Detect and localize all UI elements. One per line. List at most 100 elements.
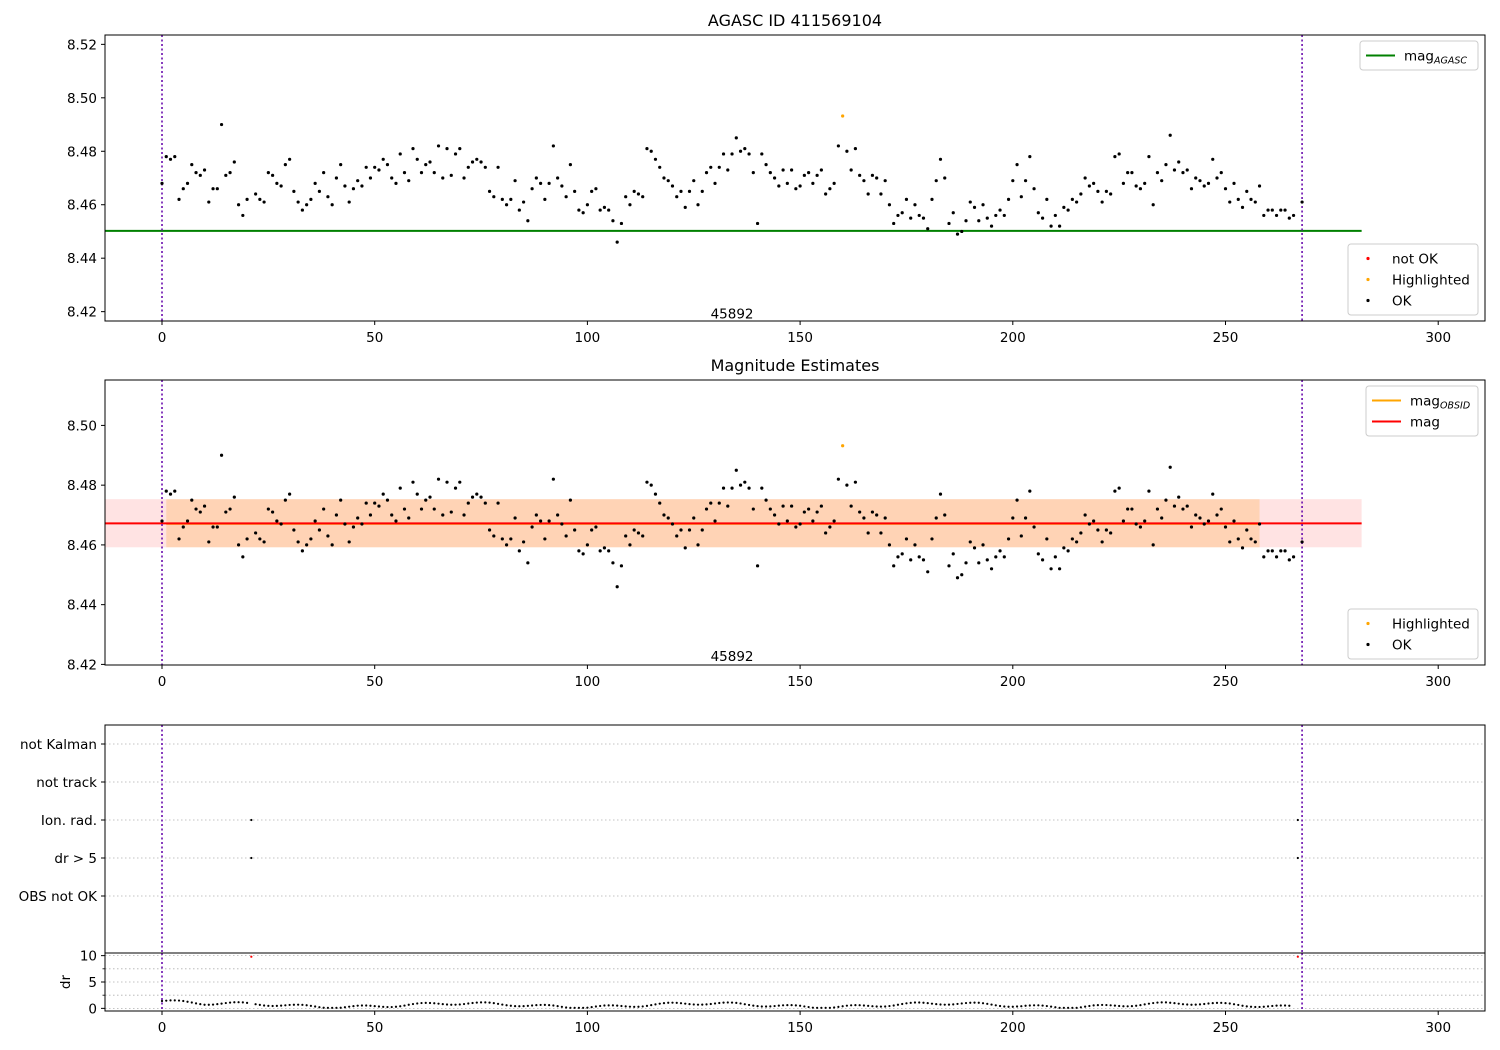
- data-point: [607, 549, 611, 553]
- data-point: [501, 1003, 504, 1006]
- data-point: [568, 498, 572, 502]
- data-point: [487, 189, 492, 193]
- data-point: [858, 173, 862, 177]
- data-point: [867, 1004, 870, 1007]
- data-point: [420, 1001, 423, 1005]
- data-point: [1172, 168, 1177, 172]
- data-point: [164, 155, 168, 159]
- data-point: [330, 543, 334, 547]
- data-point: [500, 197, 504, 201]
- data-point: [709, 501, 713, 505]
- data-point: [202, 504, 207, 508]
- data-point: [934, 179, 938, 183]
- series-dr-5: [250, 856, 1299, 860]
- data-point: [1152, 1001, 1155, 1005]
- data-point: [594, 1005, 598, 1008]
- data-point: [1287, 558, 1291, 562]
- data-point: [909, 216, 913, 220]
- data-point: [160, 999, 164, 1003]
- data-point: [556, 176, 560, 180]
- data-point: [1101, 1003, 1104, 1007]
- data-point: [347, 200, 351, 204]
- data-point: [1071, 1006, 1074, 1009]
- series-ion-rad-: [250, 818, 1299, 822]
- y-tick-label: 8.42: [67, 657, 97, 673]
- data-point: [394, 181, 398, 185]
- data-point: [450, 1003, 453, 1006]
- data-point: [470, 495, 475, 499]
- data-point: [734, 136, 738, 140]
- data-point: [581, 552, 585, 556]
- data-point: [1215, 513, 1219, 517]
- data-point: [922, 1001, 925, 1004]
- data-point: [854, 1004, 857, 1007]
- data-point: [317, 528, 322, 532]
- data-point: [926, 1002, 929, 1005]
- data-point: [513, 1005, 517, 1008]
- data-point: [573, 1006, 576, 1009]
- data-point: [764, 163, 768, 167]
- data-point: [930, 537, 934, 541]
- data-point: [1168, 133, 1172, 137]
- data-point: [386, 1005, 389, 1009]
- data-point: [462, 1002, 466, 1006]
- data-point: [590, 528, 594, 532]
- data-point: [739, 1002, 742, 1005]
- data-point: [449, 510, 453, 514]
- data-point: [1079, 192, 1083, 196]
- data-point: [211, 1003, 215, 1006]
- data-point: [917, 213, 921, 218]
- data-point: [989, 224, 994, 228]
- data-point: [271, 510, 275, 514]
- data-point: [168, 157, 173, 161]
- data-point: [994, 1004, 997, 1007]
- y-tick-label: not Kalman: [20, 737, 97, 753]
- data-point: [275, 1004, 278, 1007]
- data-point: [760, 152, 764, 156]
- data-point: [985, 558, 989, 562]
- data-point: [1143, 181, 1147, 185]
- data-point: [968, 200, 972, 204]
- data-point: [250, 955, 253, 958]
- data-point: [504, 203, 509, 207]
- data-point: [509, 1004, 512, 1007]
- data-point: [913, 203, 917, 207]
- data-point: [850, 1004, 853, 1007]
- data-point: [220, 1002, 223, 1005]
- data-point: [1177, 1002, 1180, 1005]
- data-point: [738, 483, 743, 487]
- data-point: [1058, 1006, 1061, 1009]
- data-point: [1130, 171, 1134, 175]
- data-point: [458, 1003, 461, 1006]
- data-point: [602, 546, 607, 550]
- data-point: [887, 203, 892, 207]
- data-point: [415, 157, 419, 161]
- data-point: [407, 516, 411, 520]
- data-point: [1113, 155, 1117, 159]
- series-dr: [160, 999, 1291, 1009]
- data-point: [696, 203, 700, 207]
- data-point: [960, 573, 964, 577]
- data-point: [436, 144, 441, 148]
- data-point: [730, 1001, 734, 1004]
- data-point: [599, 1004, 602, 1008]
- data-point: [1003, 1005, 1006, 1008]
- data-point: [530, 187, 534, 191]
- data-point: [552, 1004, 555, 1007]
- data-point: [913, 1001, 917, 1004]
- data-point: [331, 1006, 334, 1009]
- data-point: [271, 1004, 274, 1008]
- data-point: [667, 1001, 670, 1004]
- data-point: [382, 1005, 385, 1008]
- data-point: [717, 165, 721, 169]
- data-point: [505, 1004, 508, 1007]
- data-point: [998, 549, 1002, 553]
- data-point: [738, 149, 743, 153]
- data-point: [381, 157, 385, 161]
- data-point: [768, 507, 772, 511]
- data-point: [837, 1005, 840, 1008]
- data-point: [560, 184, 564, 188]
- data-point: [1028, 1004, 1031, 1007]
- data-point: [1020, 1005, 1023, 1008]
- data-point: [1049, 224, 1053, 228]
